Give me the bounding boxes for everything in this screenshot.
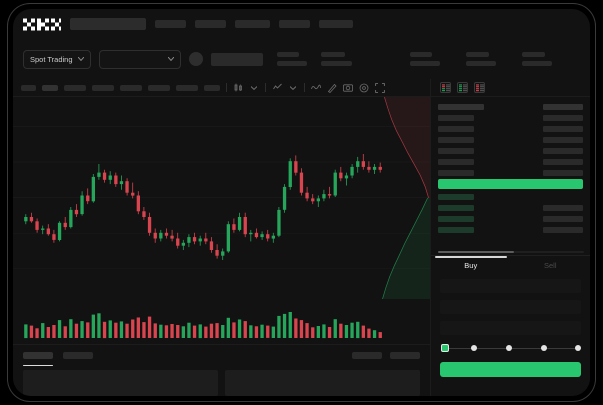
chevron-down-icon: [77, 56, 84, 63]
orders-panel-left: [23, 370, 218, 396]
indicators-icon[interactable]: [272, 83, 282, 93]
bottom-action-hide-other-pairs[interactable]: [352, 352, 382, 359]
stat-24h-low: [409, 52, 440, 66]
orderbook-scrollbar-thumb[interactable]: [438, 251, 514, 253]
orderbook-ask-row[interactable]: [438, 145, 583, 156]
orderbook-ask-row[interactable]: [438, 156, 583, 167]
nav-item-markets[interactable]: [155, 20, 186, 28]
orderbook-ask-row[interactable]: [438, 167, 583, 178]
slider-handle[interactable]: [441, 344, 449, 352]
chevron-down-icon: [167, 56, 174, 63]
timeframe-1h[interactable]: [64, 84, 86, 91]
last-price-placeholder: [210, 52, 263, 66]
bottom-tab-open-orders[interactable]: [23, 352, 53, 366]
orders-content-panels: [13, 366, 430, 396]
stat-24h-volume-base: [465, 52, 496, 66]
order-entry-form: [431, 274, 590, 382]
submit-buy-button[interactable]: [440, 362, 581, 377]
timeframe-15m[interactable]: [42, 84, 58, 91]
chart-settings-icon[interactable]: [359, 83, 369, 93]
tab-sell-label: Sell: [543, 260, 557, 270]
stat-24h-high: [320, 52, 352, 66]
nav-item-earn[interactable]: [279, 20, 310, 28]
timeframe-1mo[interactable]: [176, 84, 198, 91]
tab-buy[interactable]: Buy: [431, 256, 511, 274]
orderbook-view-sell-icon[interactable]: [474, 82, 485, 93]
orderbook-scrollbar[interactable]: [438, 251, 584, 253]
chart-toolbar: [13, 79, 430, 97]
timeframe-4h[interactable]: [92, 84, 114, 91]
timeframe-more[interactable]: [204, 84, 220, 91]
chevron-down-icon[interactable]: [249, 83, 259, 93]
slider-stop-25[interactable]: [471, 345, 477, 351]
amount-percent-slider[interactable]: [441, 342, 581, 356]
price-chart-panel[interactable]: [13, 97, 430, 344]
orderbook-bid-row[interactable]: [438, 213, 583, 224]
nav-item-more[interactable]: [319, 20, 353, 28]
orderbook-and-trade-column: Buy Sell: [430, 97, 590, 396]
orderbook-ask-row[interactable]: [438, 134, 583, 145]
candlestick-chart[interactable]: [13, 97, 430, 299]
depth-chart-overlay: [382, 97, 430, 299]
orderbook-view-both-icon[interactable]: [440, 82, 451, 93]
timeframe-1w[interactable]: [148, 84, 170, 91]
timeframe-1m[interactable]: [21, 84, 36, 91]
slider-stop-50[interactable]: [506, 345, 512, 351]
slider-stop-75[interactable]: [541, 345, 547, 351]
orderbook-bid-row[interactable]: [438, 191, 583, 202]
okx-logo[interactable]: [23, 18, 61, 31]
volume-histogram: [24, 312, 382, 339]
orderbook-bid-row[interactable]: [438, 224, 583, 235]
order-price-field[interactable]: [440, 279, 581, 293]
stat-24h-change: [276, 52, 307, 66]
orders-tabs-bar: [13, 344, 430, 366]
orderbook-mid-price-highlight: [438, 179, 583, 189]
draw-tools-icon[interactable]: [327, 83, 337, 93]
pair-coin-avatar: [188, 52, 203, 66]
candlestick-type-icon[interactable]: [233, 83, 243, 93]
app-screen: Spot Trading: [13, 9, 590, 396]
orderbook-view-toolbar: [430, 79, 590, 97]
orderbook-ask-row[interactable]: [438, 123, 583, 134]
orderbook-ask-row[interactable]: [438, 112, 583, 123]
orders-panel-right: [225, 370, 420, 396]
bottom-action-cancel-all[interactable]: [390, 352, 420, 359]
timeframe-1d[interactable]: [120, 84, 142, 91]
orderbook-header-row: [438, 101, 583, 112]
nav-item-derivatives[interactable]: [235, 20, 270, 28]
toolbar-divider: [226, 83, 227, 92]
global-search-input[interactable]: [70, 18, 146, 30]
order-total-field[interactable]: [440, 321, 581, 335]
chevron-down-icon[interactable]: [288, 83, 298, 93]
bottom-tab-order-history[interactable]: [63, 352, 93, 359]
tab-buy-label: Buy: [464, 260, 478, 270]
trade-side-tabs: Buy Sell: [431, 255, 590, 274]
tab-sell[interactable]: Sell: [511, 256, 591, 274]
nav-item-trade[interactable]: [195, 20, 226, 28]
stat-24h-volume-quote: [521, 52, 552, 66]
market-sub-header: Spot Trading: [13, 39, 590, 79]
order-amount-field[interactable]: [440, 300, 581, 314]
toolbar-divider: [265, 83, 266, 92]
market-type-label: Spot Trading: [30, 54, 73, 64]
slider-stop-100[interactable]: [575, 345, 581, 351]
device-frame: Spot Trading: [8, 4, 595, 401]
trading-pair-select[interactable]: [98, 49, 181, 69]
order-book[interactable]: [431, 97, 590, 255]
toolbar-divider: [304, 83, 305, 92]
camera-snapshot-icon[interactable]: [343, 83, 353, 93]
market-type-select[interactable]: Spot Trading: [23, 49, 91, 69]
fullscreen-icon[interactable]: [375, 82, 385, 93]
line-chart-icon[interactable]: [311, 83, 321, 93]
orderbook-view-buy-icon[interactable]: [457, 82, 468, 93]
orderbook-bid-row[interactable]: [438, 202, 583, 213]
top-navigation-bar: [13, 9, 590, 39]
